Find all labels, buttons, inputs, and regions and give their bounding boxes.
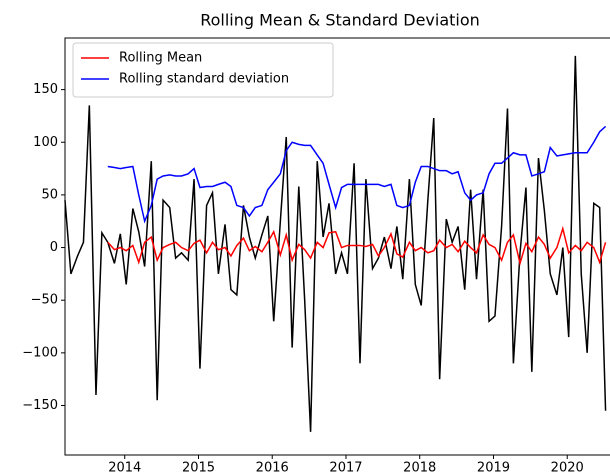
series-line [64,55,607,432]
legend-box [72,42,334,98]
series-line [107,125,607,224]
y-tick-label: 100 [33,135,58,150]
x-tick-label: 2018 [403,461,436,475]
legend-label: Rolling standard deviation [119,72,289,87]
x-tick-label: 2020 [551,461,584,475]
x-tick-label: 2016 [256,461,289,475]
y-tick-label: 150 [33,82,58,97]
y-tick-label: 50 [41,187,58,202]
x-tick-label: 2019 [477,461,510,475]
x-tick-label: 2015 [182,461,215,475]
y-tick-label: 0 [50,240,58,255]
y-tick-label: −100 [22,345,58,360]
series-line [107,225,607,267]
legend-label: Rolling Mean [119,51,202,66]
x-tick-label: 2014 [108,461,141,475]
y-tick-label: −50 [31,293,58,308]
x-tick-label: 2017 [329,461,362,475]
y-tick-label: −150 [22,398,58,413]
plot-frame [64,37,610,456]
chart-title: Rolling Mean & Standard Deviation [200,11,480,30]
